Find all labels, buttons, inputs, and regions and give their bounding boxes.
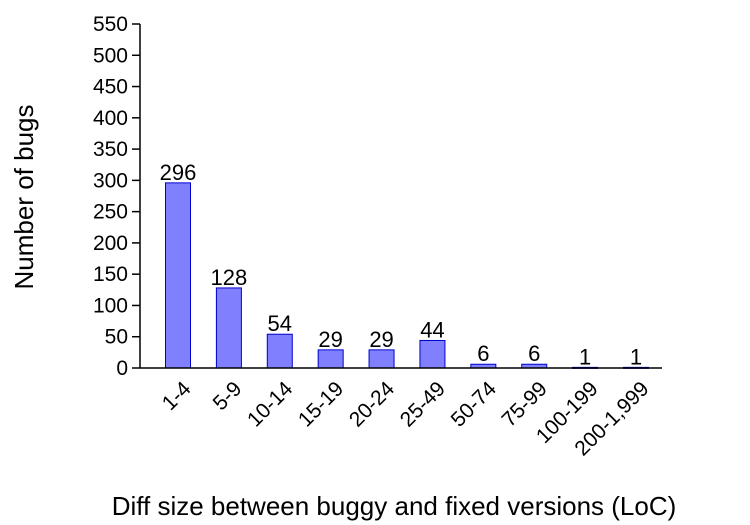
- bar-1-4: [165, 182, 191, 369]
- y-tick-label: 550: [93, 13, 128, 36]
- y-tick-label: 150: [93, 263, 128, 286]
- y-tick-label: 350: [93, 138, 128, 161]
- bars-layer: [165, 182, 649, 369]
- axes-layer: [139, 24, 662, 369]
- bar-5-9: [215, 287, 242, 369]
- x-ticks-layer: 1-4 5-910-1415-1920-2425-4950-7475-99100-…: [158, 377, 654, 460]
- data-label-25-49: 44: [420, 317, 444, 342]
- bar-25-49: [419, 339, 446, 369]
- y-tick-label: 300: [93, 169, 128, 192]
- y-tick-label: 400: [93, 107, 128, 130]
- x-tick-label: 15-19: [294, 377, 348, 431]
- data-label-100-199: 1: [579, 344, 591, 369]
- bar-10-14: [266, 333, 293, 369]
- data-label-20-24: 29: [369, 327, 393, 352]
- data-label-75-99: 6: [528, 341, 540, 366]
- x-axis-title: Diff size between buggy and fixed versio…: [112, 491, 677, 521]
- y-tick-label: 50: [105, 326, 128, 349]
- x-tick-label: 50-74: [447, 377, 501, 431]
- bar-15-19: [317, 349, 344, 369]
- y-tick-label: 500: [93, 44, 128, 67]
- x-tick-label: 1-4: [158, 377, 196, 415]
- y-axis-title: Number of bugs: [9, 105, 39, 290]
- x-tick-label: 5-9: [209, 377, 247, 415]
- y-ticks-layer: 0 50 100 150 200 250 300 350 400 450 500 550: [93, 13, 140, 380]
- data-label-200-1,999: 1: [630, 344, 642, 369]
- x-tick-label: 25-49: [396, 377, 450, 431]
- y-tick-label: 450: [93, 76, 128, 99]
- data-label-50-74: 6: [477, 341, 489, 366]
- data-label-15-19: 29: [318, 327, 342, 352]
- x-tick-label: 10-14: [243, 377, 297, 431]
- y-tick-label: 100: [93, 294, 128, 317]
- y-tick-label: 250: [93, 201, 128, 224]
- data-label-1-4: 296: [160, 160, 197, 185]
- y-tick-label: 0: [116, 357, 128, 380]
- x-tick-label: 20-24: [345, 377, 399, 431]
- data-label-10-14: 54: [268, 311, 292, 336]
- data-label-5-9: 128: [211, 265, 248, 290]
- y-tick-label: 200: [93, 232, 128, 255]
- data-labels-layer: 296 128 54 29 29 44 6 6 1 1: [160, 160, 642, 370]
- bar-20-24: [368, 349, 395, 369]
